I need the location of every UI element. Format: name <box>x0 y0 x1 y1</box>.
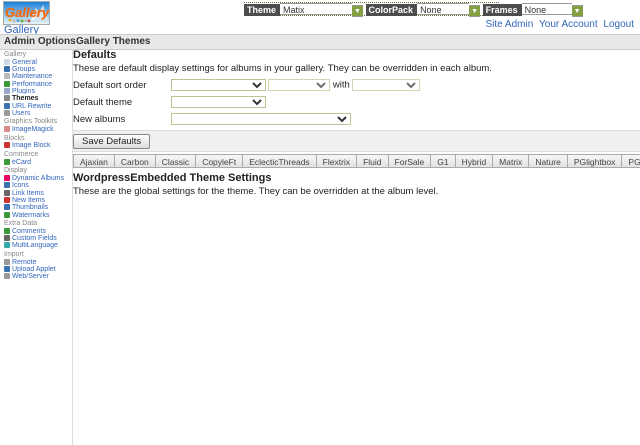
svg-text:Gallery: Gallery <box>5 5 49 20</box>
